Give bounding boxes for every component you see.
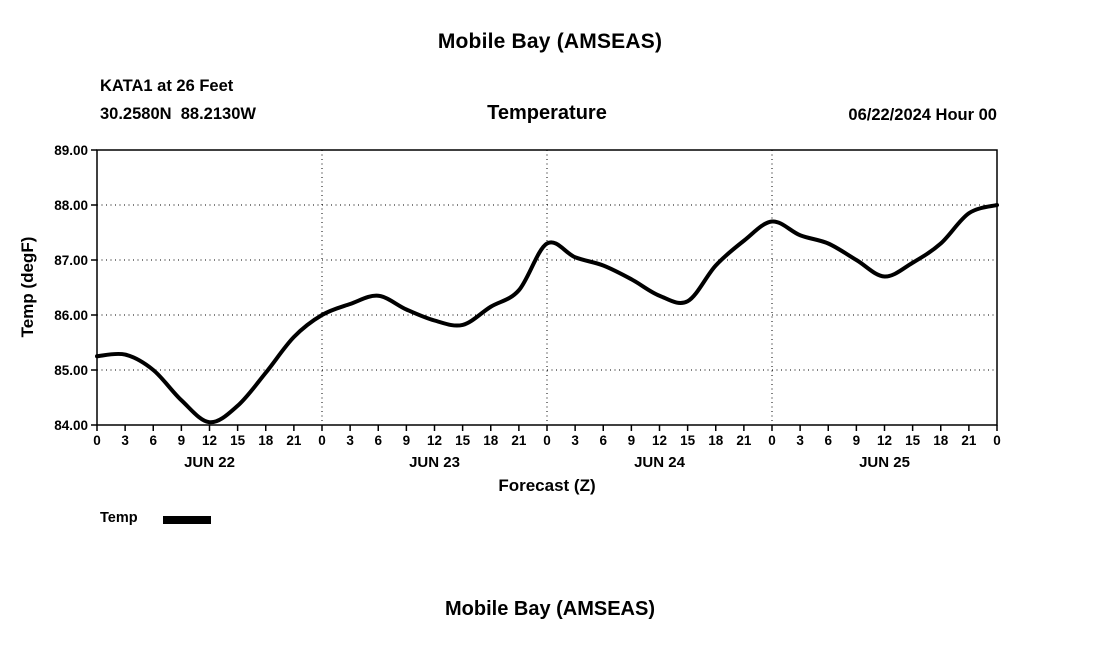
chart-title: Temperature: [487, 102, 607, 124]
x-tick-label: 0: [543, 433, 551, 448]
temperature-series-line: [95, 203, 999, 425]
x-tick-label: 0: [93, 433, 101, 448]
x-tick-label: 9: [853, 433, 861, 448]
x-tick-label: 9: [178, 433, 186, 448]
x-axis-title: Forecast (Z): [498, 476, 596, 495]
x-tick-label: 15: [680, 433, 696, 448]
y-tick-label: 87.00: [54, 253, 88, 268]
x-tick-label: 3: [571, 433, 579, 448]
y-tick-label: 85.00: [54, 363, 88, 378]
page-title-top: Mobile Bay (AMSEAS): [437, 30, 663, 53]
y-tick-label: 86.00: [54, 308, 88, 323]
legend-line-swatch: [163, 516, 211, 524]
station-name: KATA1 at 26 Feet: [100, 77, 234, 95]
x-tick-label: 6: [149, 433, 157, 448]
x-tick-label: 21: [961, 433, 977, 448]
x-tick-label: 18: [933, 433, 949, 448]
x-tick-label: 18: [708, 433, 724, 448]
x-tick-label: 15: [230, 433, 246, 448]
x-tick-label: 3: [346, 433, 354, 448]
x-tick-label: 6: [374, 433, 382, 448]
x-tick-label: 21: [511, 433, 527, 448]
x-tick-label: 12: [877, 433, 892, 448]
station-coordinates: 30.2580N 88.2130W: [100, 105, 256, 123]
x-tick-label: 3: [796, 433, 804, 448]
x-tick-label: 3: [121, 433, 129, 448]
day-label: JUN 23: [409, 454, 460, 471]
x-tick-label: 6: [599, 433, 607, 448]
x-tick-label: 12: [652, 433, 667, 448]
plot-frame: [96, 149, 998, 426]
x-tick-label: 9: [628, 433, 636, 448]
legend-label: Temp: [100, 510, 138, 526]
x-tick-label: 9: [403, 433, 411, 448]
x-tick-label: 12: [202, 433, 217, 448]
x-tick-label: 21: [286, 433, 302, 448]
y-axis-title: Temp (degF): [18, 236, 37, 338]
y-tick-label: 88.00: [54, 198, 88, 213]
x-tick-label: 0: [318, 433, 326, 448]
x-tick-label: 0: [768, 433, 776, 448]
y-tick-label: 89.00: [54, 143, 88, 158]
day-label: JUN 24: [634, 454, 686, 471]
x-tick-label: 6: [824, 433, 832, 448]
day-label: JUN 22: [184, 454, 235, 471]
x-tick-label: 15: [905, 433, 921, 448]
y-tick-label: 84.00: [54, 418, 88, 433]
x-tick-label: 0: [993, 433, 1001, 448]
x-tick-label: 12: [427, 433, 442, 448]
x-tick-label: 18: [483, 433, 499, 448]
day-label: JUN 25: [859, 454, 910, 471]
x-tick-label: 15: [455, 433, 471, 448]
x-tick-label: 18: [258, 433, 274, 448]
x-tick-label: 21: [736, 433, 752, 448]
model-run-date: 06/22/2024 Hour 00: [848, 106, 997, 124]
page-title-bottom: Mobile Bay (AMSEAS): [444, 598, 656, 620]
